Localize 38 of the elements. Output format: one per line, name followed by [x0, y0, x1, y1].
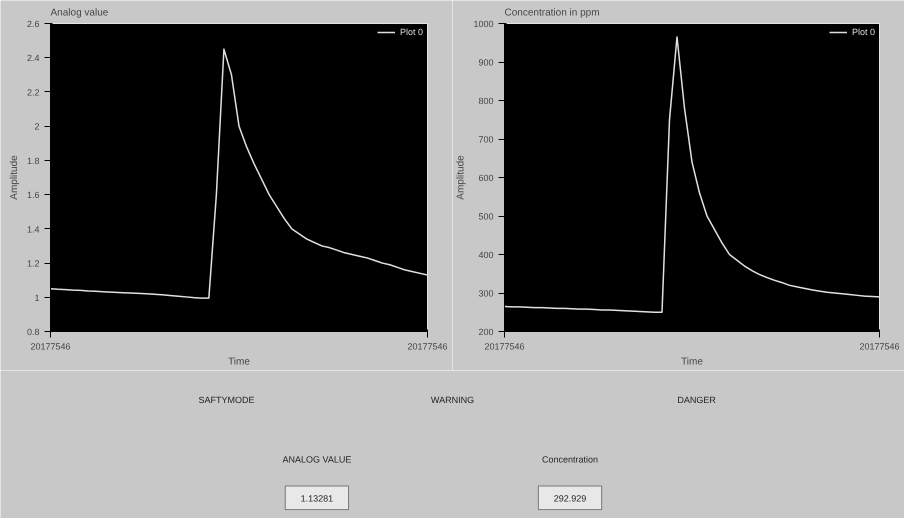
y-tick-label: 600	[478, 173, 494, 183]
text: 292.929	[554, 493, 586, 504]
chart-title: Concentration in ppm	[504, 8, 600, 18]
text: 20177546	[484, 342, 525, 352]
y-tick-label: 200	[478, 327, 494, 337]
chart-title: Analog value	[50, 8, 109, 18]
y-tick-label: 400	[478, 250, 494, 260]
y-tick-label: 500	[478, 212, 494, 222]
y-axis-title: Amplitude	[455, 154, 466, 200]
text: 20177546	[30, 342, 71, 352]
y-tick-label: 1	[34, 292, 40, 303]
y-tick-label: 1000	[473, 19, 494, 29]
y-axis-title: Amplitude	[8, 154, 20, 200]
y-tick-label: 700	[478, 134, 494, 144]
legend-label: Plot 0	[852, 27, 875, 37]
y-tick-label: 2.2	[26, 87, 40, 98]
text: DANGER	[677, 395, 716, 406]
y-tick-label: 2.4	[26, 53, 40, 64]
y-tick-label: 1.2	[26, 258, 40, 269]
x-axis-title: Time	[681, 356, 704, 368]
legend-label: Plot 0	[400, 27, 423, 37]
y-tick-label: 1.6	[26, 190, 40, 200]
y-tick-label: 2	[34, 122, 40, 132]
text: 1.13281	[300, 493, 334, 504]
text: 20177546	[407, 342, 448, 352]
text: WARNING	[430, 395, 474, 406]
y-tick-label: 800	[478, 96, 494, 106]
y-tick-label: 900	[478, 58, 494, 68]
text: 20177546	[859, 342, 900, 352]
y-tick-label: 1.8	[26, 156, 40, 166]
y-tick-label: 1.4	[26, 224, 40, 234]
y-tick-label: 0.8	[26, 327, 40, 337]
y-tick-label: 2.6	[26, 19, 40, 29]
text: Concentration	[542, 454, 598, 464]
x-axis-title: Time	[228, 356, 250, 368]
text: ANALOG VALUE	[282, 454, 352, 464]
text: SAFTYMODE	[198, 395, 255, 406]
y-tick-label: 300	[478, 288, 494, 298]
